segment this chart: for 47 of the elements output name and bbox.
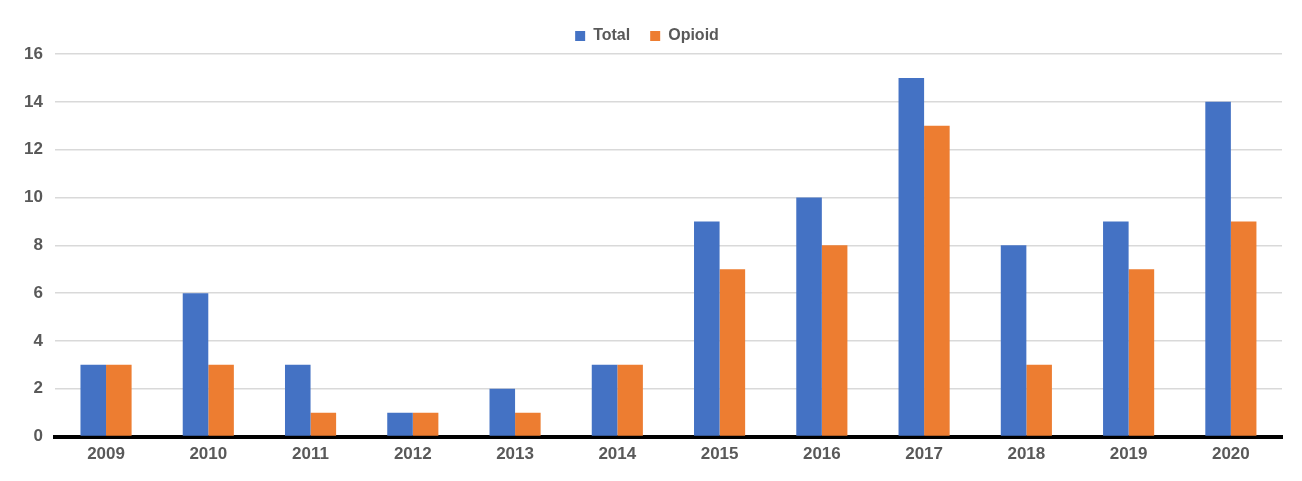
y-tick-label: 4 bbox=[33, 330, 44, 350]
bar bbox=[515, 412, 541, 436]
bar bbox=[284, 364, 311, 436]
bar bbox=[387, 412, 413, 436]
x-tick-label: 2017 bbox=[905, 444, 944, 464]
y-tick-label: 6 bbox=[33, 282, 43, 302]
bar bbox=[310, 412, 337, 436]
bar bbox=[591, 364, 618, 436]
bar bbox=[1103, 221, 1129, 436]
x-tick-label: 2014 bbox=[598, 444, 637, 464]
bar bbox=[182, 293, 209, 436]
y-tick-label: 2 bbox=[33, 378, 43, 398]
bar bbox=[1128, 269, 1155, 436]
bar bbox=[821, 245, 848, 436]
bar bbox=[1026, 364, 1052, 436]
y-tick-label: 8 bbox=[33, 234, 43, 254]
x-tick-label: 2010 bbox=[189, 444, 228, 464]
bar bbox=[1205, 101, 1231, 436]
legend-label: Opioid bbox=[668, 26, 719, 44]
x-tick-label: 2012 bbox=[393, 444, 432, 464]
x-tick-label: 2013 bbox=[496, 444, 534, 464]
bar bbox=[617, 364, 643, 436]
y-tick-label: 10 bbox=[23, 187, 43, 207]
bar bbox=[208, 364, 234, 436]
bar bbox=[1000, 245, 1027, 436]
bar bbox=[898, 77, 925, 436]
bar bbox=[106, 364, 132, 436]
bar bbox=[924, 125, 950, 436]
bar bbox=[412, 412, 439, 436]
bar bbox=[489, 388, 516, 436]
bar bbox=[1230, 221, 1257, 436]
x-tick-label: 2015 bbox=[700, 444, 739, 464]
x-tick-label: 2016 bbox=[802, 444, 841, 464]
y-tick-label: 0 bbox=[33, 426, 43, 446]
x-tick-label: 2020 bbox=[1211, 444, 1250, 464]
y-tick-label: 12 bbox=[23, 139, 43, 159]
bar bbox=[796, 197, 822, 436]
y-tick-label: 14 bbox=[23, 91, 44, 111]
bar bbox=[694, 221, 720, 436]
x-tick-label: 2019 bbox=[1109, 444, 1148, 464]
bar bbox=[719, 269, 746, 436]
x-tick-label: 2011 bbox=[292, 444, 329, 464]
x-tick-label: 2018 bbox=[1007, 444, 1046, 464]
y-tick-label: 16 bbox=[23, 43, 43, 63]
legend-label: Total bbox=[593, 26, 631, 44]
bar bbox=[80, 364, 107, 436]
x-tick-label: 2009 bbox=[87, 444, 125, 464]
